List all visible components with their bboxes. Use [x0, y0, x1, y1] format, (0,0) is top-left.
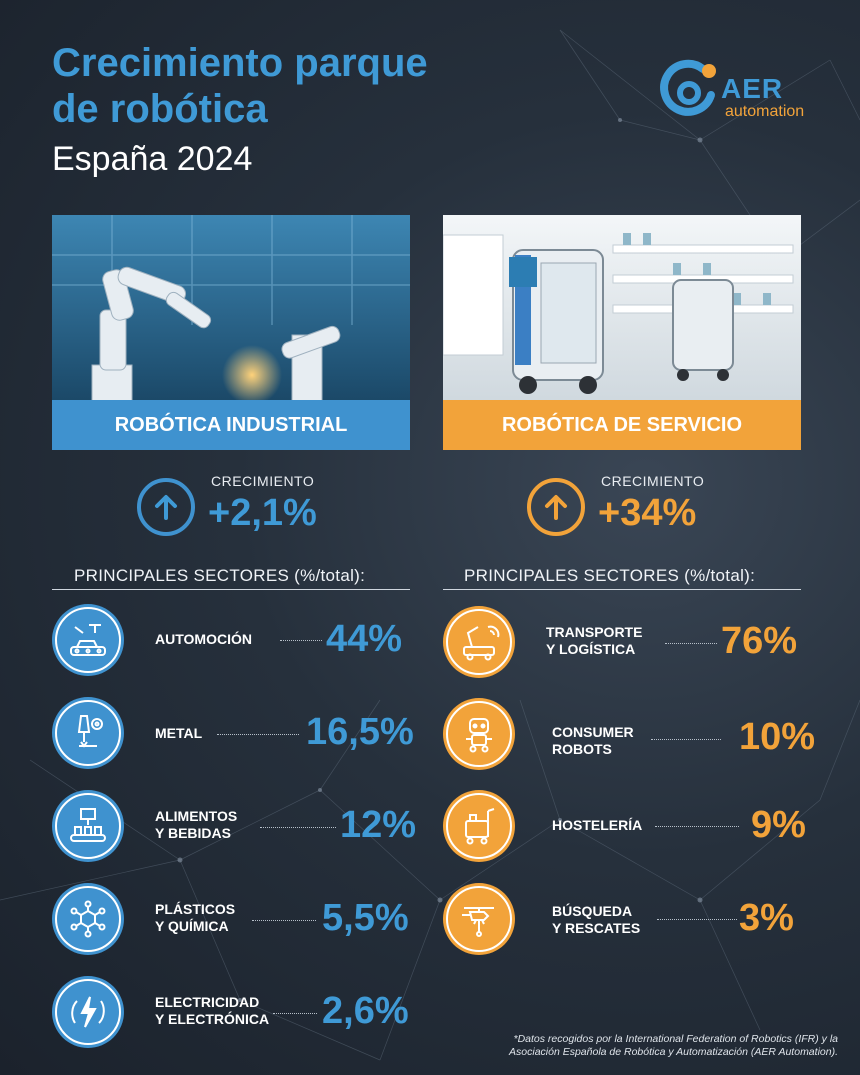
sector-value: 3% — [739, 897, 794, 939]
logo-tagline: automation — [725, 103, 805, 120]
industrial-growth-value: +2,1% — [208, 492, 317, 534]
sector-label: METAL — [155, 725, 203, 741]
leader-line — [651, 739, 721, 741]
sector-label-line-1: ELECTRICIDAD — [155, 994, 260, 1010]
footnote-line-2: Asociación Española de Robótica y Automa… — [509, 1046, 838, 1058]
service-sector-row: CONSUMER ROBOTS 10% — [443, 698, 815, 778]
sector-label-line-1: CONSUMER — [552, 724, 634, 740]
sector-label: CONSUMER ROBOTS — [552, 724, 634, 758]
sector-label: PLÁSTICOS Y QUÍMICA — [155, 901, 235, 935]
consumer-robot-icon — [443, 698, 515, 770]
leader-line — [665, 643, 717, 645]
sector-label: TRANSPORTE Y LOGÍSTICA — [546, 624, 642, 658]
sector-value: 16,5% — [306, 711, 414, 753]
sector-value: 2,6% — [322, 990, 409, 1032]
sector-label-line-2: ROBOTS — [552, 741, 612, 757]
sector-label-line-1: PLÁSTICOS — [155, 901, 236, 917]
industrial-sector-row: ALIMENTOS Y BEBIDAS 12% — [52, 790, 416, 870]
service-growth-value: +34% — [598, 492, 697, 534]
cleaning-cart-icon — [443, 790, 515, 862]
industrial-sectors-heading: PRINCIPALES SECTORES (%/total): — [74, 566, 366, 585]
service-growth-label: CRECIMIENTO — [601, 473, 705, 489]
sector-label: HOSTELERÍA — [552, 817, 643, 833]
sector-label: ELECTRICIDAD Y ELECTRÓNICA — [155, 994, 269, 1028]
industrial-sector-row: PLÁSTICOS Y QUÍMICA 5,5% — [52, 883, 412, 963]
aer-logo: AER automation — [655, 55, 815, 125]
leader-line — [657, 919, 737, 921]
leader-line — [217, 734, 299, 736]
leader-line — [260, 827, 336, 829]
sector-label-line-1: ALIMENTOS — [155, 808, 238, 824]
leader-line — [655, 826, 739, 828]
sector-value: 44% — [326, 618, 403, 660]
food-conveyor-icon — [52, 790, 124, 862]
sector-value: 12% — [340, 804, 417, 846]
page-title: Crecimiento parque de robótica — [52, 40, 428, 132]
service-sector-row: BÚSQUEDA Y RESCATES 3% — [443, 883, 803, 963]
service-robot-photo — [443, 215, 801, 405]
sector-label-line-1: BÚSQUEDA — [552, 903, 633, 919]
industrial-sector-row: ELECTRICIDAD Y ELECTRÓNICA 2,6% — [52, 976, 412, 1056]
industrial-sector-row: METAL 16,5% — [52, 697, 414, 777]
transport-robot-icon — [443, 606, 515, 678]
molecule-icon — [52, 883, 124, 955]
sector-label: BÚSQUEDA Y RESCATES — [552, 903, 640, 937]
service-sector-row: HOSTELERÍA 9% — [443, 790, 806, 870]
sector-value: 10% — [739, 716, 816, 758]
service-growth-arrow-icon — [527, 478, 585, 536]
metal-welding-icon — [52, 697, 124, 769]
industrial-robot-photo — [52, 215, 410, 405]
title-line-1: Crecimiento parque — [52, 41, 428, 85]
leader-line — [280, 640, 322, 642]
industrial-growth-label: CRECIMIENTO — [211, 473, 315, 489]
sector-value: 9% — [751, 804, 806, 846]
leader-line — [252, 920, 316, 922]
sector-label-line-1: TRANSPORTE — [546, 624, 643, 640]
sector-label: AUTOMOCIÓN — [155, 631, 252, 647]
sector-label-line-2: Y ELECTRÓNICA — [155, 1011, 270, 1027]
logo-brand: AER — [721, 73, 784, 104]
industrial-growth-arrow-icon — [137, 478, 195, 536]
service-sectors-divider — [443, 589, 801, 590]
service-sectors-heading: PRINCIPALES SECTORES (%/total): — [464, 566, 756, 585]
page-subtitle: España 2024 — [52, 140, 253, 178]
automotive-assembly-icon — [52, 604, 124, 676]
industrial-banner: ROBÓTICA INDUSTRIAL — [52, 400, 410, 450]
title-line-2: de robótica — [52, 87, 268, 131]
service-sector-row: TRANSPORTE Y LOGÍSTICA 76% — [443, 606, 803, 686]
sector-label: ALIMENTOS Y BEBIDAS — [155, 808, 237, 842]
sector-label-line-2: Y LOGÍSTICA — [546, 641, 636, 657]
rescue-helicopter-icon — [443, 883, 515, 955]
electric-plug-icon — [52, 976, 124, 1048]
sector-value: 76% — [721, 620, 798, 662]
sector-value: 5,5% — [322, 897, 409, 939]
leader-line — [273, 1013, 317, 1015]
sector-label-line-2: Y QUÍMICA — [155, 918, 229, 934]
service-banner: ROBÓTICA DE SERVICIO — [443, 400, 801, 450]
sector-label-line-2: Y BEBIDAS — [155, 825, 231, 841]
industrial-sector-row: AUTOMOCIÓN 44% — [52, 604, 412, 684]
footnote: *Datos recogidos por la International Fe… — [509, 1033, 838, 1059]
sector-label-line-2: Y RESCATES — [552, 920, 641, 936]
aer-logo-mark-icon — [660, 59, 716, 116]
industrial-sectors-divider — [52, 589, 410, 590]
footnote-line-1: *Datos recogidos por la International Fe… — [513, 1033, 839, 1045]
